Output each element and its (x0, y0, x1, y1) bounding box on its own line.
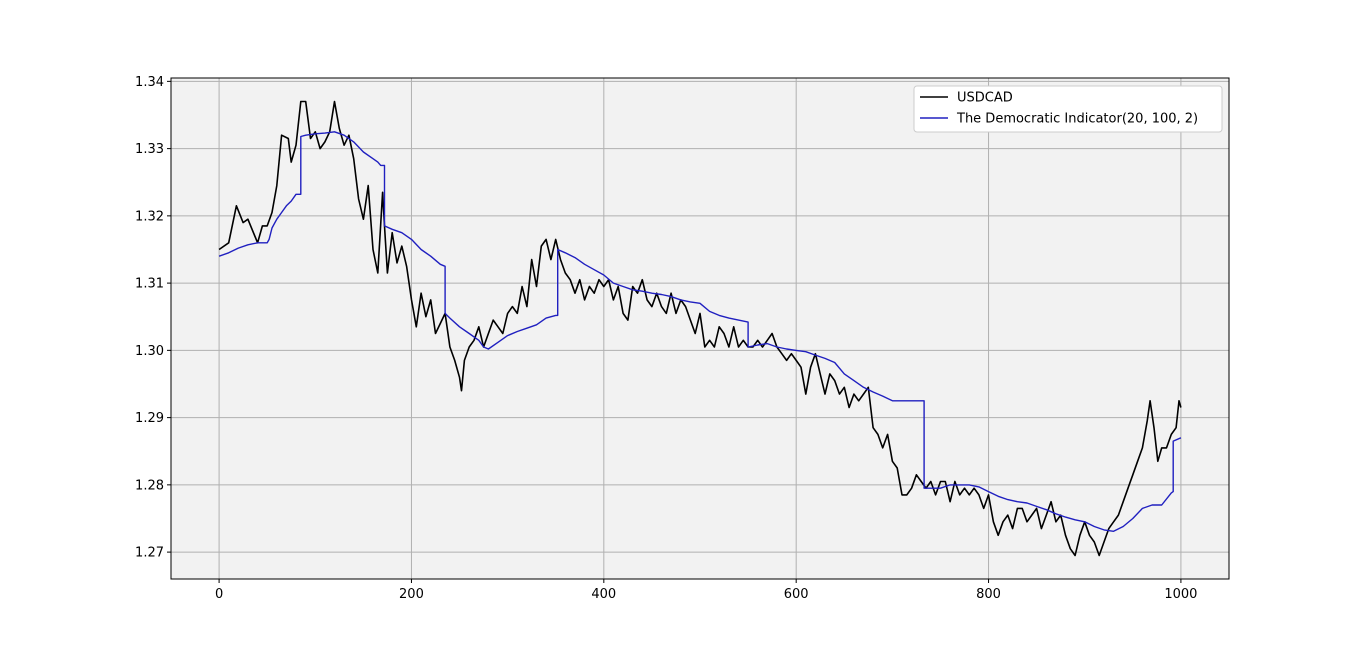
grid-lines (171, 78, 1229, 579)
x-tick-label: 800 (976, 587, 1001, 602)
y-tick-label: 1.29 (135, 411, 164, 426)
series-line-usdcad (218, 100, 1182, 557)
x-tick-label: 600 (784, 587, 809, 602)
x-tick-label: 1000 (1164, 587, 1197, 602)
legend-box (913, 85, 1223, 133)
x-tick-label: 200 (399, 587, 424, 602)
y-tick-label: 1.31 (135, 277, 164, 292)
x-axis: 0 200 400 600 800 1000 (215, 579, 1197, 602)
plot-frame (170, 77, 1230, 580)
x-tick-label: 400 (591, 587, 616, 602)
x-tick-label: 0 (215, 587, 223, 602)
y-tick-label: 1.28 (135, 478, 164, 493)
y-tick-label: 1.27 (135, 546, 164, 561)
legend: USDCAD The Democratic Indicator(20, 100,… (913, 85, 1223, 133)
y-tick-label: 1.32 (135, 209, 164, 224)
legend-label-democratic-indicator: The Democratic Indicator(20, 100, 2) (956, 112, 1198, 127)
y-axis: 1.27 1.28 1.29 1.30 1.31 1.32 1.33 1.34 (135, 75, 171, 561)
y-tick-label: 1.30 (135, 344, 164, 359)
legend-label-usdcad: USDCAD (957, 91, 1013, 106)
plot-area (171, 78, 1229, 579)
series-line-democratic-indicator (218, 131, 1182, 532)
series-lines (218, 100, 1182, 557)
y-tick-label: 1.34 (135, 75, 164, 90)
y-tick-label: 1.33 (135, 142, 164, 157)
